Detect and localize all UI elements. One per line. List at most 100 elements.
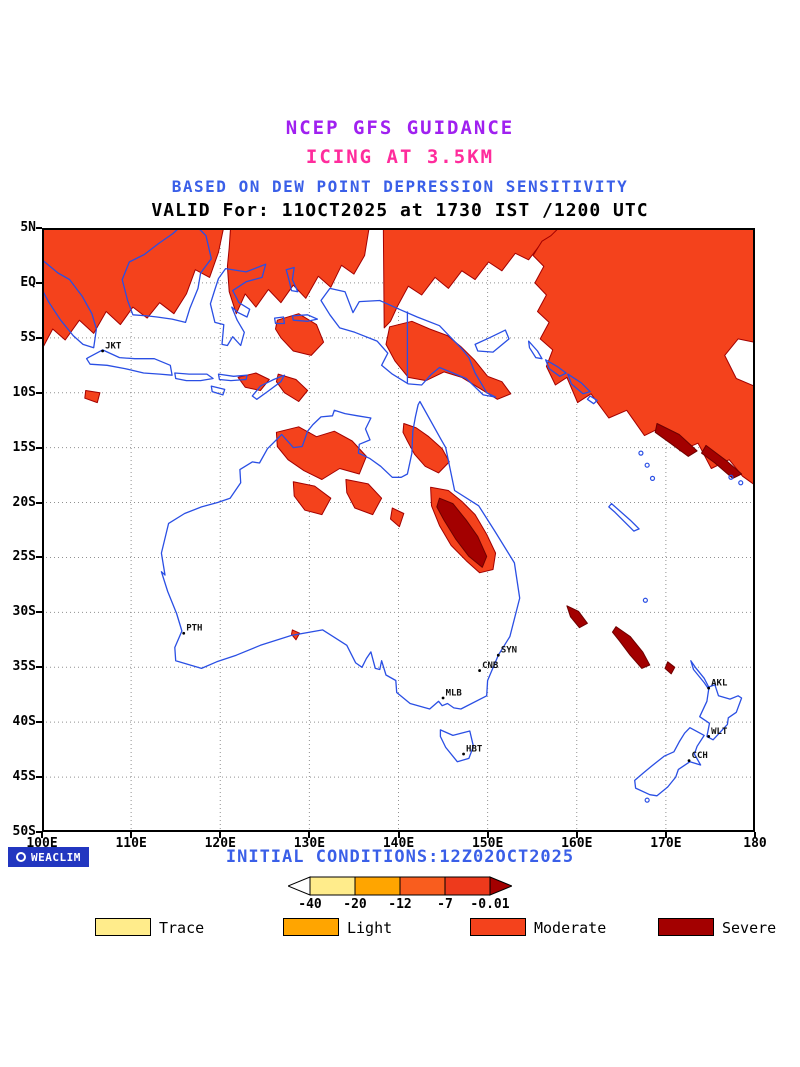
lon-tick-label: 120E <box>204 836 236 851</box>
lat-tick-label: 5S <box>20 329 36 345</box>
colorbar <box>286 876 514 896</box>
city-marker-cch <box>687 759 691 763</box>
legend-swatch-trace <box>95 918 151 936</box>
map-plot-area: JKT PTH SYN CNB MLB HBT AKL WLT CCH <box>37 222 760 832</box>
lat-tick-mark <box>36 721 42 724</box>
city-marker-akl <box>707 686 711 690</box>
coastline <box>291 314 319 322</box>
legend-label-light: Light <box>347 919 393 937</box>
lat-tick-mark <box>36 666 42 669</box>
coastline <box>474 329 510 353</box>
coastline <box>210 385 226 396</box>
icing-region-moderate <box>382 222 562 329</box>
lon-tick-mark <box>130 832 133 838</box>
title-valid-line: VALID For: 11OCT2025 at 1730 IST /1200 U… <box>151 200 649 221</box>
lat-tick-mark <box>36 611 42 614</box>
lon-tick-mark <box>575 832 578 838</box>
icing-region-severe <box>664 661 676 675</box>
icing-region-severe <box>611 626 651 669</box>
colorbar-value: -20 <box>343 897 367 912</box>
island-outline <box>728 474 734 480</box>
icing-region-moderate <box>345 479 383 516</box>
coastline <box>544 359 567 377</box>
colorbar-segment <box>354 876 401 896</box>
city-label-mlb: MLB <box>446 689 463 699</box>
map-frame-border <box>42 228 755 832</box>
lat-tick-label: 5N <box>20 220 36 235</box>
icing-region-moderate <box>385 320 512 400</box>
lat-tick-mark <box>36 776 42 779</box>
colorbar-value: -40 <box>298 897 322 912</box>
city-label-cnb: CNB <box>482 661 499 671</box>
lon-tick-label: 140E <box>382 836 415 851</box>
icing-region-moderate <box>226 222 371 315</box>
coastline <box>160 400 521 710</box>
coastline <box>320 287 497 398</box>
island-outline <box>644 462 650 468</box>
colorbar-value: -7 <box>437 897 453 912</box>
lat-tick-mark <box>36 446 42 449</box>
island-outline <box>738 480 744 486</box>
colorbar-value: -12 <box>388 897 412 912</box>
lat-tick-mark <box>36 556 42 559</box>
lon-tick-label: 180 <box>743 836 767 851</box>
lat-tick-mark <box>36 501 42 504</box>
coastline <box>174 372 214 382</box>
city-label-syn: SYN <box>501 646 517 656</box>
legend-label-trace: Trace <box>159 919 205 937</box>
coastline <box>251 374 286 400</box>
legend-swatch-moderate <box>470 918 526 936</box>
icing-region-moderate <box>275 373 309 402</box>
icing-region-moderate <box>292 481 332 516</box>
city-label-pth: PTH <box>186 624 202 634</box>
city-label-wlt: WLT <box>711 727 728 737</box>
lat-tick-mark <box>36 281 42 284</box>
lat-tick-label: 20S <box>12 494 36 510</box>
lat-tick-mark <box>36 227 42 229</box>
coastline <box>439 729 475 763</box>
lat-tick-label: 15S <box>12 439 36 455</box>
coastline <box>41 259 98 349</box>
coastline <box>527 340 543 360</box>
lat-tick-label: 45S <box>12 769 36 785</box>
coastline <box>121 227 212 324</box>
city-marker-wlt <box>707 735 711 738</box>
icing-region-moderate <box>84 390 101 404</box>
city-marker-syn <box>496 653 500 657</box>
coastline <box>273 316 286 325</box>
coastline <box>608 502 640 532</box>
lon-tick-label: 170E <box>650 836 682 851</box>
icing-region-moderate <box>532 222 760 489</box>
colorbar-value: -0.01 <box>470 897 510 912</box>
lon-tick-mark <box>664 832 667 838</box>
lon-tick-mark <box>41 832 43 838</box>
icing-region-severe <box>654 423 698 457</box>
lat-tick-label: EQ <box>20 274 36 290</box>
icing-region-severe <box>566 605 588 629</box>
icing-region-severe <box>436 497 488 568</box>
coastline <box>634 727 705 797</box>
island-outline <box>642 597 648 603</box>
weaclim-ring-icon <box>16 852 26 862</box>
coastline <box>690 660 743 741</box>
colorbar-segment <box>309 876 356 896</box>
initial-conditions-text: INITIAL CONDITIONS:12Z02OCT2025 <box>225 847 575 867</box>
lon-tick-label: 110E <box>115 836 147 851</box>
colorbar-segment <box>399 876 446 896</box>
coastline <box>567 373 591 395</box>
lon-tick-mark <box>397 832 400 838</box>
title-line2: ICING AT 3.5KM <box>305 146 495 168</box>
city-label-akl: AKL <box>711 679 728 689</box>
island-outline <box>638 450 644 456</box>
city-label-jkt: JKT <box>105 341 122 351</box>
icing-region-moderate <box>402 423 450 474</box>
lat-tick-mark <box>36 391 42 394</box>
colorbar-left-arrow <box>286 876 311 896</box>
colorbar-svg <box>286 876 514 896</box>
lon-tick-label: 160E <box>561 836 593 851</box>
colorbar-segment <box>444 876 491 896</box>
lat-tick-label: 50S <box>12 824 36 839</box>
legend-swatch-light <box>283 918 339 936</box>
